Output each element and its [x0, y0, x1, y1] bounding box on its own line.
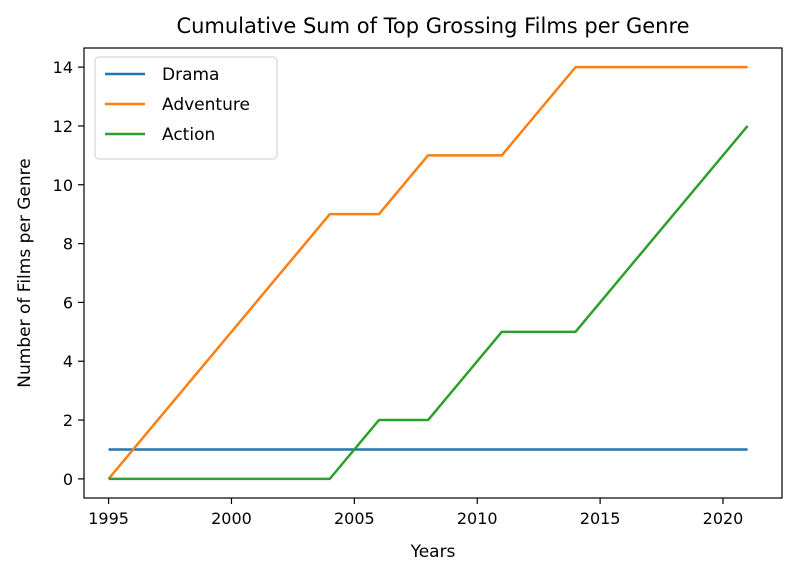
x-axis-label: Years — [410, 542, 456, 562]
series-line-action — [108, 125, 749, 481]
x-tick-label: 2015 — [580, 509, 621, 528]
legend-label-action: Action — [162, 125, 215, 145]
legend: Drama Adventure Action — [94, 56, 278, 160]
y-axis-label: Number of Films per Genre — [15, 158, 35, 387]
plot-frame — [83, 47, 783, 499]
y-tick-label: 4 — [63, 352, 73, 371]
x-axis: 1995 2000 2005 2010 2015 2020 — [88, 498, 743, 528]
chart-title: Cumulative Sum of Top Grossing Films per… — [176, 14, 689, 38]
x-tick-label: 1995 — [88, 509, 129, 528]
y-tick-label: 14 — [53, 58, 73, 77]
y-tick-label: 6 — [63, 293, 73, 312]
plot-area — [83, 47, 783, 499]
y-tick-label: 8 — [63, 235, 73, 254]
y-tick-label: 12 — [53, 117, 73, 136]
series-line-adventure — [107, 65, 748, 480]
y-tick-label: 2 — [63, 411, 73, 430]
y-tick-label: 10 — [53, 176, 73, 195]
y-axis: 0 2 4 6 8 10 12 14 — [53, 58, 84, 489]
x-tick-label: 2000 — [211, 509, 252, 528]
y-tick-label: 0 — [63, 470, 73, 489]
x-tick-label: 2005 — [334, 509, 375, 528]
x-tick-label: 2010 — [457, 509, 498, 528]
legend-label-drama: Drama — [162, 65, 219, 85]
x-tick-label: 2020 — [703, 509, 744, 528]
legend-label-adventure: Adventure — [162, 95, 250, 115]
